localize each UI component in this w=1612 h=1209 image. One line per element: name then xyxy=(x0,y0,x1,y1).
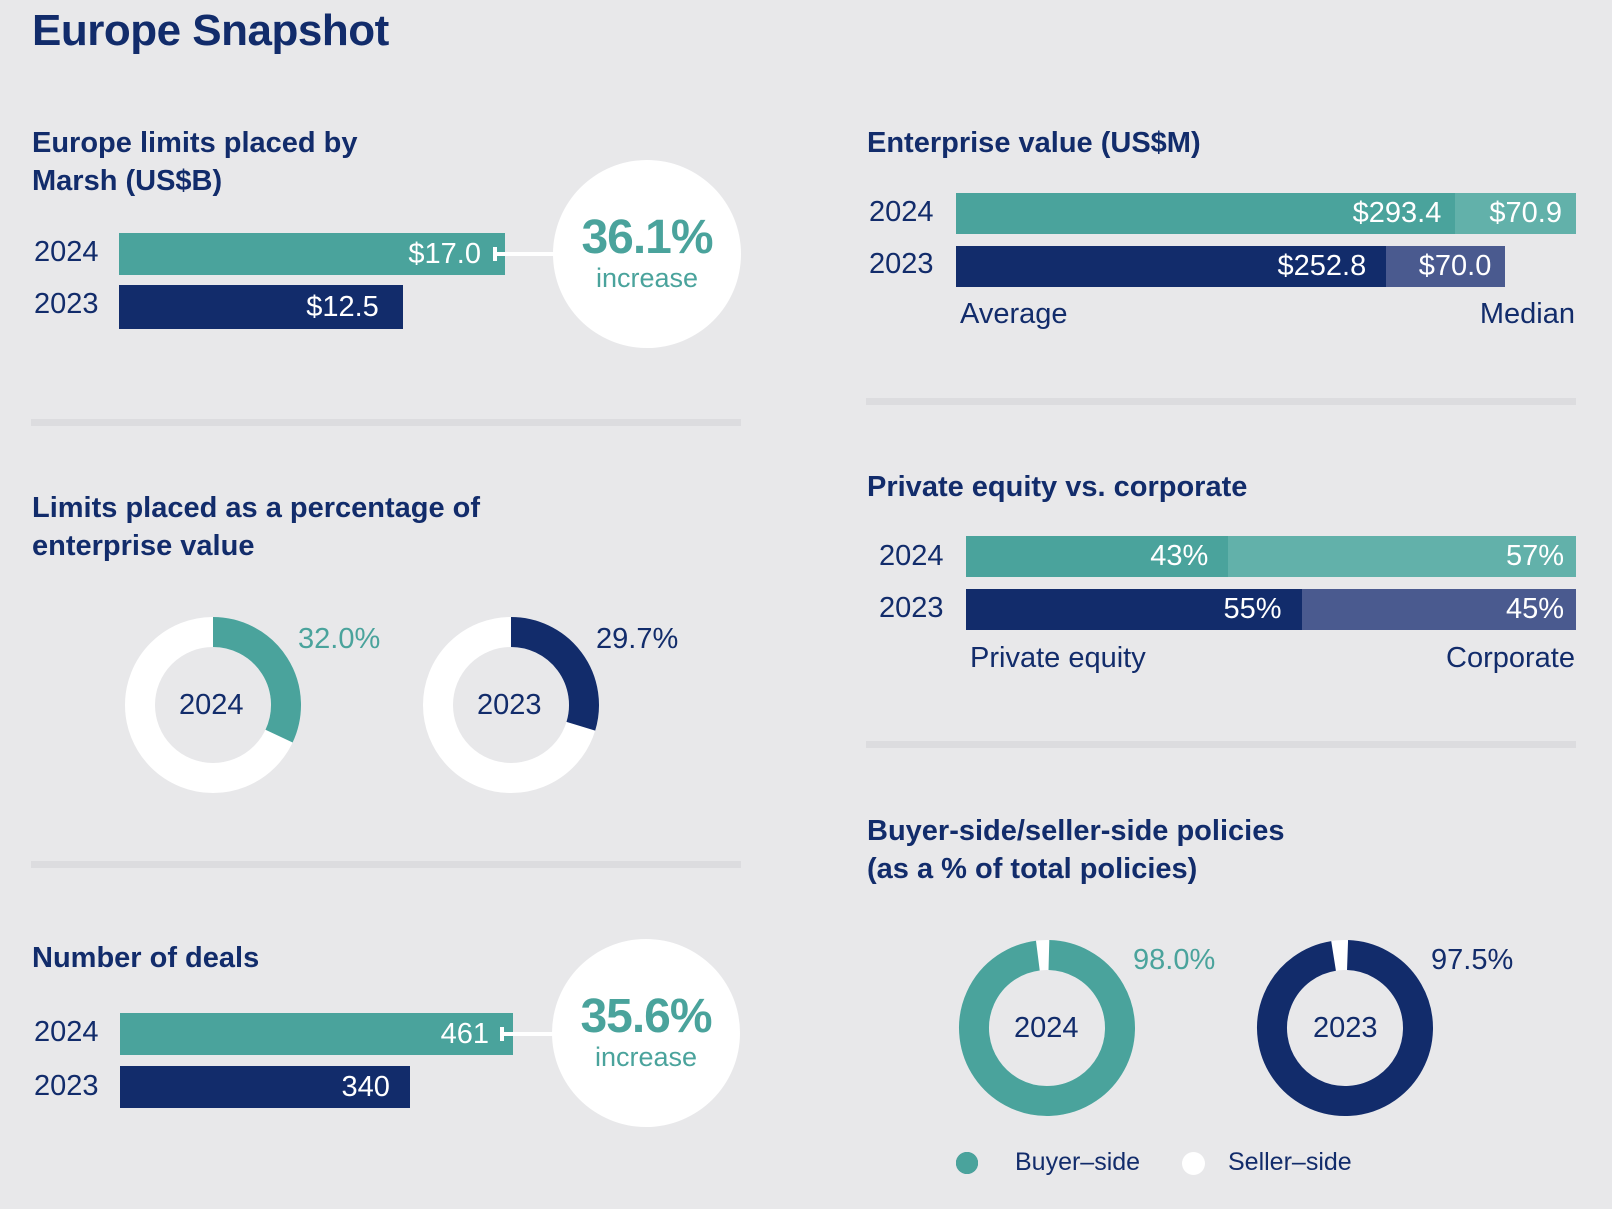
deals-bar-2023: 340 xyxy=(120,1066,410,1108)
pct-ev-donut-2024 xyxy=(125,617,301,793)
deals-year-2023: 2023 xyxy=(34,1070,99,1102)
deals-callout-value: 35.6% xyxy=(580,990,712,1043)
deals-year-2024: 2024 xyxy=(34,1016,99,1048)
pct-ev-2023-year: 2023 xyxy=(477,689,542,721)
limits-bar-2024: $17.0 xyxy=(119,233,505,275)
pe-bar-2023-corporate: 45% xyxy=(1301,589,1576,630)
pct-ev-chart-title: Limits placed as a percentage of enterpr… xyxy=(32,489,480,565)
pe-bar-2024-corporate-label: 57% xyxy=(1505,540,1564,572)
pe-year-2023: 2023 xyxy=(879,592,944,624)
deals-bar-2024: 461 xyxy=(120,1013,513,1055)
ev-bar-2024-average: $293.4 xyxy=(956,193,1456,234)
limits-title-line-2: Marsh (US$B) xyxy=(32,165,223,197)
limits-year-2023: 2023 xyxy=(34,288,99,320)
ev-axis-left-label: Average xyxy=(960,298,1068,330)
ev-axis-right-label: Median xyxy=(1479,298,1575,330)
ev-bar-2023-average-label: $252.8 xyxy=(1277,250,1367,282)
pe-bar-2023-private-equity-label: 55% xyxy=(1223,593,1282,625)
pe-axis-right-label: Corporate xyxy=(1446,642,1575,674)
left-divider-2 xyxy=(31,861,741,868)
buyer-seller-chart-title: Buyer-side/seller-side policies (as a % … xyxy=(867,812,1284,888)
legend-seller-label: Seller–side xyxy=(1228,1148,1352,1176)
legend-buyer-label: Buyer–side xyxy=(1015,1148,1141,1176)
buyer-seller-title-line-1: Buyer-side/seller-side policies xyxy=(867,815,1285,847)
pe-year-2024: 2024 xyxy=(879,540,944,572)
deals-callout-text: increase xyxy=(594,1042,698,1072)
ev-bar-2023-average: $252.8 xyxy=(956,246,1387,287)
buyer-seller-2024-label: 98.0% xyxy=(1133,944,1216,976)
limits-callout-circle: 36.1% increase xyxy=(553,160,741,348)
pct-ev-2024-label: 32.0% xyxy=(298,623,381,655)
deals-callout-circle: 35.6% increase xyxy=(552,939,740,1127)
limits-callout-value: 36.1% xyxy=(581,211,713,264)
buyer-seller-title-line-2: (as a % of total policies) xyxy=(867,853,1198,885)
pct-ev-2023-label: 29.7% xyxy=(596,623,679,655)
pe-bar-2024-private-equity: 43% xyxy=(966,536,1229,577)
limits-chart-title: Europe limits placed by Marsh (US$B) xyxy=(32,124,358,200)
limits-bar-2023: $12.5 xyxy=(119,285,403,329)
buyer-seller-2023-label: 97.5% xyxy=(1431,944,1514,976)
limits-connector-line xyxy=(493,252,558,256)
buyer-seller-donut-2023-arc xyxy=(1257,940,1433,1116)
legend-seller-swatch xyxy=(1182,1152,1205,1175)
pct-ev-2024-year: 2024 xyxy=(179,689,244,721)
buyer-seller-2023-year: 2023 xyxy=(1313,1012,1378,1044)
pct-ev-title-line-1: Limits placed as a percentage of xyxy=(32,492,481,524)
limits-year-2024: 2024 xyxy=(34,236,99,268)
right-divider-2 xyxy=(866,741,1576,748)
ev-bar-2024-median-label: $70.9 xyxy=(1489,197,1562,229)
ev-chart-title: Enterprise value (US$M) xyxy=(867,127,1201,159)
limits-title-line-1: Europe limits placed by xyxy=(32,127,358,159)
pct-ev-donut-2023-arc xyxy=(510,617,599,731)
deals-bar-2023-label: 340 xyxy=(341,1070,390,1103)
ev-bar-2024-median: $70.9 xyxy=(1455,193,1576,234)
pct-ev-donut-2023 xyxy=(423,617,599,793)
legend-buyer-swatch xyxy=(956,1152,978,1174)
pe-bar-2023-corporate-label: 45% xyxy=(1505,593,1564,625)
pe-bar-2024-corporate: 57% xyxy=(1228,536,1576,577)
limits-callout-text: increase xyxy=(595,263,699,293)
left-divider-1 xyxy=(31,419,741,426)
pe-bar-2023-private-equity: 55% xyxy=(966,589,1302,630)
ev-year-2023: 2023 xyxy=(869,248,934,280)
deals-chart-title: Number of deals xyxy=(32,942,260,974)
deals-connector-line xyxy=(500,1032,558,1036)
pct-ev-donut-2024-arc xyxy=(212,617,301,743)
ev-bar-2023-median: $70.0 xyxy=(1386,246,1506,287)
buyer-seller-2024-year: 2024 xyxy=(1014,1012,1079,1044)
buyer-seller-donut-2024 xyxy=(959,940,1135,1116)
buyer-seller-donut-2024-arc xyxy=(959,940,1135,1116)
ev-year-2024: 2024 xyxy=(869,196,934,228)
pct-ev-title-line-2: enterprise value xyxy=(32,530,255,562)
pe-chart-title: Private equity vs. corporate xyxy=(867,471,1248,503)
ev-bar-2024-average-label: $293.4 xyxy=(1352,197,1442,229)
pe-axis-left-label: Private equity xyxy=(970,642,1146,674)
pe-bar-2024-private-equity-label: 43% xyxy=(1150,540,1209,572)
buyer-seller-donut-2023 xyxy=(1257,940,1433,1116)
limits-bar-2024-label: $17.0 xyxy=(408,237,481,270)
deals-bar-2024-label: 461 xyxy=(440,1017,489,1050)
ev-bar-2023-median-label: $70.0 xyxy=(1418,250,1492,282)
right-divider-1 xyxy=(866,398,1576,405)
limits-bar-2023-label: $12.5 xyxy=(306,290,379,323)
page-title: Europe Snapshot xyxy=(32,6,389,55)
